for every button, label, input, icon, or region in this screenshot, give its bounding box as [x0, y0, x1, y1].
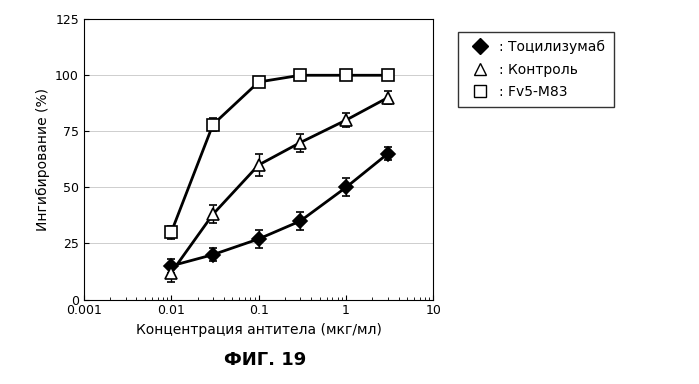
Legend: : Тоцилизумаб, : Контроль, : Fv5-M83: : Тоцилизумаб, : Контроль, : Fv5-M83	[458, 32, 614, 107]
Y-axis label: Ингибирование (%): Ингибирование (%)	[36, 88, 50, 231]
X-axis label: Концентрация антитела (мкг/мл): Концентрация антитела (мкг/мл)	[136, 323, 382, 337]
Text: ФИГ. 19: ФИГ. 19	[224, 351, 307, 369]
